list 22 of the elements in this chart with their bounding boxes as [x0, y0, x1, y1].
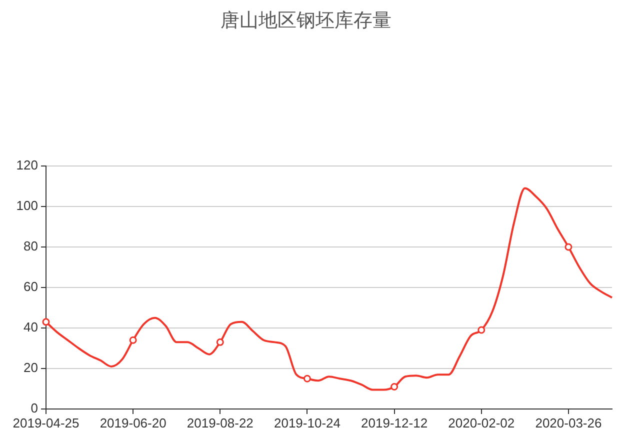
- chart-title: 唐山地区钢坯库存量: [220, 10, 392, 32]
- x-tick-label: 2020-02-02: [448, 415, 515, 430]
- y-tick-label: 120: [16, 158, 38, 173]
- y-tick-label: 40: [24, 320, 38, 335]
- y-tick-label: 80: [24, 238, 38, 254]
- y-tick-label: 20: [24, 360, 38, 376]
- x-tick-label: 2019-10-24: [274, 415, 340, 430]
- y-tick-label: 0: [30, 400, 38, 416]
- point: [564, 243, 572, 251]
- point: [390, 382, 398, 390]
- x-tick-label: 2019-08-22: [186, 415, 254, 430]
- x-tick-label: 2019-12-12: [361, 415, 428, 430]
- point: [478, 326, 486, 334]
- x-tick-label: 2020-03-26: [535, 415, 602, 430]
- point: [303, 374, 311, 382]
- x-tick-label: 2019-04-25: [12, 415, 80, 430]
- point: [42, 318, 50, 326]
- point: [216, 338, 224, 346]
- x-tick-label: 2019-06-20: [100, 415, 166, 430]
- point: [129, 336, 137, 344]
- y-tick-label: 60: [24, 279, 38, 294]
- y-tick-label: 100: [16, 198, 38, 214]
